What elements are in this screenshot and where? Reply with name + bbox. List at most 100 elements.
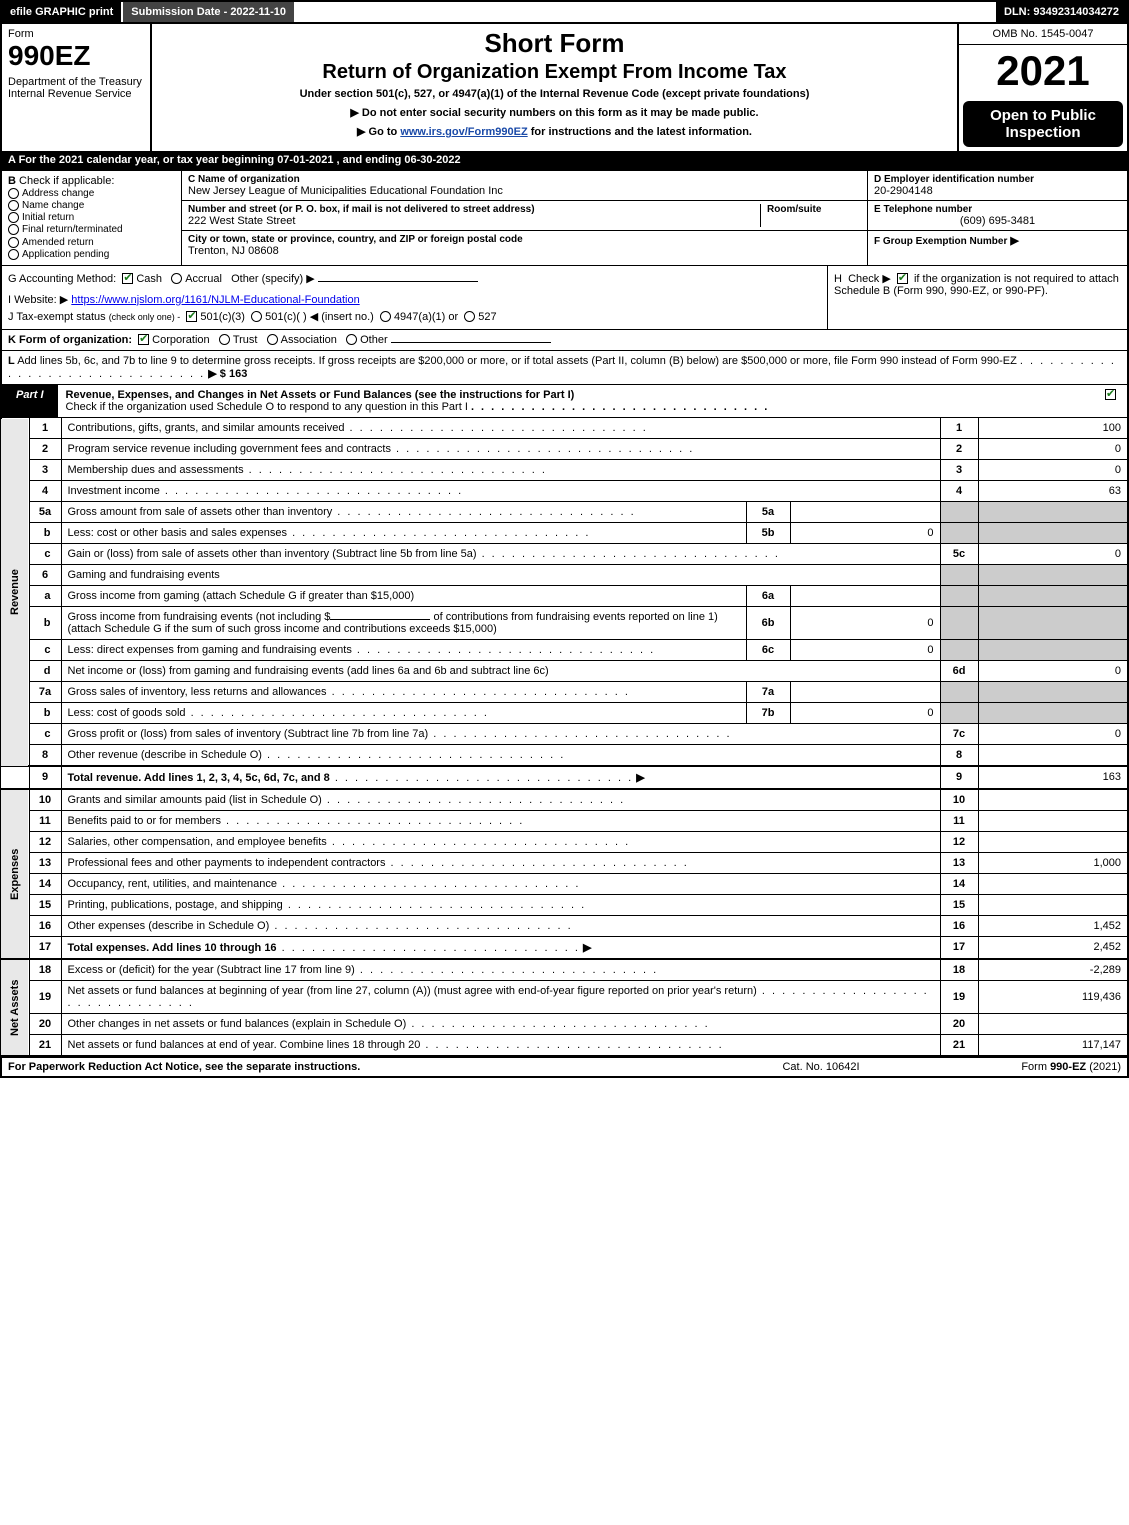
footer: For Paperwork Reduction Act Notice, see …: [0, 1057, 1129, 1078]
form-header: Form 990EZ Department of the Treasury In…: [0, 24, 1129, 151]
top-bar: efile GRAPHIC print Submission Date - 20…: [0, 0, 1129, 24]
chk-final-return[interactable]: Final return/terminated: [8, 224, 175, 235]
k-other-radio[interactable]: [346, 334, 357, 345]
d-ein-value: 20-2904148: [874, 185, 1121, 197]
j-501c: 501(c)( ) ◀ (insert no.): [265, 311, 374, 323]
line-16: 16 Other expenses (describe in Schedule …: [1, 915, 1128, 936]
g-cash: Cash: [136, 273, 162, 285]
part1-title: Revenue, Expenses, and Changes in Net As…: [58, 385, 1097, 417]
j-501c-radio[interactable]: [251, 311, 262, 322]
k-other: Other: [360, 334, 388, 346]
c-city-label: City or town, state or province, country…: [188, 234, 861, 245]
line-6b-input[interactable]: [330, 619, 430, 620]
k-assoc-radio[interactable]: [267, 334, 278, 345]
line-7a: 7a Gross sales of inventory, less return…: [1, 681, 1128, 702]
open-to-public: Open to Public Inspection: [963, 101, 1123, 147]
section-gh: G Accounting Method: Cash Accrual Other …: [0, 266, 1129, 330]
line-3: 3 Membership dues and assessments 3 0: [1, 459, 1128, 480]
header-right: OMB No. 1545-0047 2021 Open to Public In…: [957, 24, 1127, 151]
line-6: 6 Gaming and fundraising events: [1, 564, 1128, 585]
section-b: B Check if applicable: Address change Na…: [2, 171, 182, 265]
k-corp: Corporation: [152, 334, 209, 346]
j-527-radio[interactable]: [464, 311, 475, 322]
g-accrual: Accrual: [185, 273, 222, 285]
j-501c3-checkbox[interactable]: [186, 311, 197, 322]
k-label: K Form of organization:: [8, 334, 132, 346]
line-2: 2 Program service revenue including gove…: [1, 438, 1128, 459]
c-addr-cell: Number and street (or P. O. box, if mail…: [182, 201, 867, 231]
line-13: 13 Professional fees and other payments …: [1, 852, 1128, 873]
section-c: C Name of organization New Jersey League…: [182, 171, 867, 265]
line-21: 21 Net assets or fund balances at end of…: [1, 1034, 1128, 1056]
h-checkbox[interactable]: [897, 273, 908, 284]
header-mid: Short Form Return of Organization Exempt…: [152, 24, 957, 151]
tax-year: 2021: [959, 45, 1127, 97]
j-4947: 4947(a)(1) or: [394, 311, 458, 323]
block-bcdef: B Check if applicable: Address change Na…: [0, 171, 1129, 266]
dln-label: DLN: 93492314034272: [996, 2, 1127, 22]
chk-application-pending[interactable]: Application pending: [8, 249, 175, 260]
chk-initial-return[interactable]: Initial return: [8, 212, 175, 223]
efile-print-button[interactable]: efile GRAPHIC print: [2, 2, 123, 22]
section-g: G Accounting Method: Cash Accrual Other …: [2, 266, 827, 329]
bullet-goto: ▶ Go to www.irs.gov/Form990EZ for instru…: [158, 125, 951, 138]
header-left: Form 990EZ Department of the Treasury In…: [2, 24, 152, 151]
g-other: Other (specify) ▶: [231, 273, 315, 285]
line-6a: a Gross income from gaming (attach Sched…: [1, 585, 1128, 606]
title-short-form: Short Form: [158, 28, 951, 59]
line-5c: c Gain or (loss) from sale of assets oth…: [1, 543, 1128, 564]
g-cash-checkbox[interactable]: [122, 273, 133, 284]
topbar-fill: [296, 2, 996, 22]
section-l: L Add lines 5b, 6c, and 7b to line 9 to …: [0, 351, 1129, 385]
line-11: 11 Benefits paid to or for members 11: [1, 810, 1128, 831]
c-addr-value: 222 West State Street: [188, 215, 754, 227]
row-a-tax-year: A For the 2021 calendar year, or tax yea…: [0, 151, 1129, 171]
bullet-ssn: ▶ Do not enter social security numbers o…: [158, 106, 951, 119]
part1-tag: Part I: [2, 385, 58, 417]
l-arrow: ▶ $ 163: [208, 368, 247, 380]
line-19: 19 Net assets or fund balances at beginn…: [1, 980, 1128, 1013]
k-trust-radio[interactable]: [219, 334, 230, 345]
j-4947-radio[interactable]: [380, 311, 391, 322]
b-label: B: [8, 175, 16, 187]
d-ein-label: D Employer identification number: [874, 174, 1121, 185]
c-city-value: Trenton, NJ 08608: [188, 245, 861, 257]
line-7c: c Gross profit or (loss) from sales of i…: [1, 723, 1128, 744]
submission-date-button[interactable]: Submission Date - 2022-11-10: [123, 2, 296, 22]
j-501c3: 501(c)(3): [200, 311, 245, 323]
b-check-label: Check if applicable:: [19, 175, 114, 187]
g-accrual-radio[interactable]: [171, 273, 182, 284]
line-17: 17 Total expenses. Add lines 10 through …: [1, 936, 1128, 959]
k-trust: Trust: [233, 334, 258, 346]
section-h: H Check ▶ if the organization is not req…: [827, 266, 1127, 329]
part1-schedule-o-checkbox[interactable]: [1097, 385, 1127, 417]
c-addr-label: Number and street (or P. O. box, if mail…: [188, 204, 754, 215]
website-link[interactable]: https://www.njslom.org/1161/NJLM-Educati…: [71, 294, 359, 306]
l-label: L: [8, 355, 15, 367]
g-other-input[interactable]: [318, 281, 478, 282]
e-phone-value: (609) 695-3481: [874, 215, 1121, 227]
irs-link[interactable]: www.irs.gov/Form990EZ: [400, 126, 527, 138]
c-name-value: New Jersey League of Municipalities Educ…: [188, 185, 861, 197]
footer-right: Form 990-EZ (2021): [921, 1061, 1121, 1073]
j-527: 527: [478, 311, 496, 323]
line-6b: b Gross income from fundraising events (…: [1, 606, 1128, 639]
form-number: 990EZ: [8, 40, 144, 72]
sidebar-netassets: Net Assets: [1, 959, 29, 1056]
chk-name-change[interactable]: Name change: [8, 200, 175, 211]
goto-pre: ▶ Go to: [357, 126, 400, 138]
c-name-label: C Name of organization: [188, 174, 861, 185]
line-9: 9 Total revenue. Add lines 1, 2, 3, 4, 5…: [1, 766, 1128, 789]
k-assoc: Association: [281, 334, 337, 346]
sidebar-revenue: Revenue: [1, 418, 29, 766]
chk-address-change[interactable]: Address change: [8, 188, 175, 199]
k-corp-checkbox[interactable]: [138, 334, 149, 345]
j-label: J Tax-exempt status: [8, 311, 106, 323]
chk-amended-return[interactable]: Amended return: [8, 237, 175, 248]
line-18: Net Assets 18 Excess or (deficit) for th…: [1, 959, 1128, 981]
k-other-input[interactable]: [391, 342, 551, 343]
title-return: Return of Organization Exempt From Incom…: [158, 61, 951, 84]
d-ein-cell: D Employer identification number 20-2904…: [868, 171, 1127, 201]
department-label: Department of the Treasury Internal Reve…: [8, 76, 144, 100]
e-phone-cell: E Telephone number (609) 695-3481: [868, 201, 1127, 231]
